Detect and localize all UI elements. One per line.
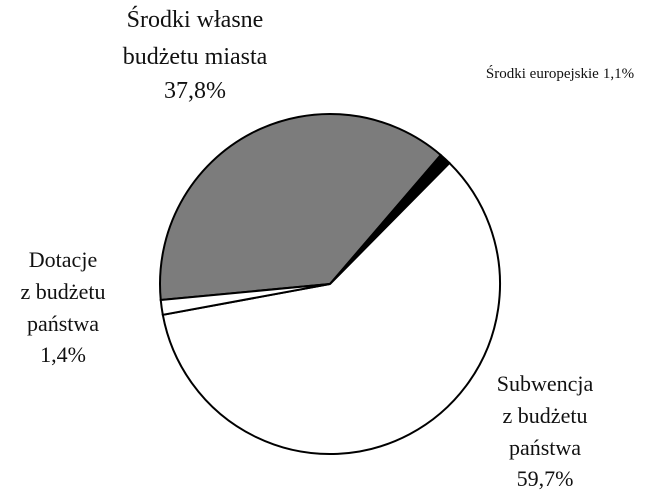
value-label: 59,7% — [516, 466, 574, 491]
pie-slice — [159, 113, 443, 302]
value-label: 1,4% — [40, 342, 86, 367]
slice-label: Środki własne budżetu miasta — [122, 7, 268, 70]
value-label: 1,1% — [602, 66, 635, 82]
pie-slice — [159, 283, 331, 316]
slice-label-row: Środki europejskie 1,1% — [486, 66, 634, 83]
slice-label: Dotacje z budżetu państwa — [20, 247, 106, 336]
slice-label: Subwencja z budżetu państwa — [496, 371, 594, 460]
pie-slice — [161, 161, 501, 455]
value-label: 37,8% — [164, 78, 226, 104]
slice-label: Środki europejskie — [485, 66, 599, 82]
